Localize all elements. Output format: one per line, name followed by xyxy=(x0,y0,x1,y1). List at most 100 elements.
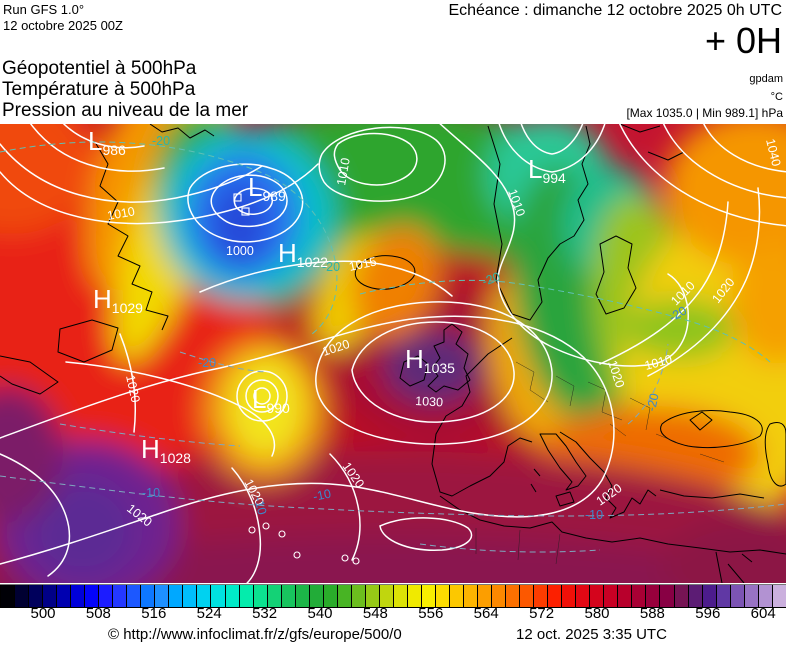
temp-label: -10 xyxy=(142,486,160,500)
colorbar-cell xyxy=(70,585,85,607)
temp-label: -20 xyxy=(198,356,216,370)
colorbar-cell xyxy=(673,585,688,607)
isobar-label: 1015 xyxy=(348,254,378,273)
colorbar-cell xyxy=(266,585,281,607)
isobar-label: 1010 xyxy=(106,204,136,223)
colorbar-ticks: 500 508 516 524 532 540 548 556 564 572 580 588 596 6… xyxy=(0,605,786,623)
generation-datetime: 12 oct. 2025 3:35 UTC xyxy=(516,626,667,643)
colorbar-tick: 580 xyxy=(584,605,610,622)
temp-label: -20 xyxy=(480,269,502,288)
colorbar-cell xyxy=(308,585,323,607)
param-pressure-title: Pression au niveau de la mer xyxy=(2,100,249,121)
temp-label: -10 xyxy=(251,495,269,516)
colorbar-cell xyxy=(631,585,646,607)
temp-label: -10 xyxy=(585,508,603,522)
colorbar-cell xyxy=(463,585,478,607)
colorbar-cell xyxy=(28,585,43,607)
colorbar-cell xyxy=(434,585,449,607)
colorbar-cell xyxy=(42,585,57,607)
colorbar-tick: 556 xyxy=(418,605,444,622)
colorbar-cell xyxy=(575,585,590,607)
colorbar-cell xyxy=(322,585,337,607)
map-canvas: 1010 1000 1015 1010 1010 1040 1010 1020 … xyxy=(0,124,786,583)
colorbar-cell xyxy=(743,585,758,607)
colorbar-cell xyxy=(477,585,492,607)
colorbar-cell xyxy=(533,585,548,607)
country-borders xyxy=(475,361,725,565)
colorbar-cell xyxy=(126,585,141,607)
colorbar-tick: 500 xyxy=(30,605,56,622)
colorbar-cell xyxy=(0,585,15,607)
colorbar-cell xyxy=(182,585,197,607)
colorbar-cell xyxy=(196,585,211,607)
colorbar-tick: 540 xyxy=(307,605,333,622)
coastlines xyxy=(0,124,786,583)
pressure-center-L989: L989 xyxy=(248,172,286,204)
temp-label: -20 xyxy=(644,392,661,413)
colorbar-tick: 564 xyxy=(473,605,499,622)
temp-label: -10 xyxy=(312,486,333,503)
colorbar-cell xyxy=(238,585,253,607)
colorbar-cell xyxy=(617,585,632,607)
pressure-center-L986: L986 xyxy=(88,126,126,158)
colorbar-cell xyxy=(701,585,716,607)
temp-label: -20 xyxy=(152,134,170,148)
colorbar-cell xyxy=(364,585,379,607)
colorbar-cell xyxy=(659,585,674,607)
pressure-center-H1022: H1022 xyxy=(278,238,328,270)
colorbar-tick: 516 xyxy=(141,605,167,622)
colorbar-cell xyxy=(56,585,71,607)
colorbar-cell xyxy=(14,585,29,607)
unit-gpdam-label: gpdam xyxy=(749,73,783,85)
colorbar-tick: 548 xyxy=(362,605,388,622)
isobar-label: 1030 xyxy=(415,394,444,409)
run-date-label: 12 octobre 2025 00Z xyxy=(3,18,123,33)
isobar-label: 1010 xyxy=(643,352,674,373)
colorbar-tick: 604 xyxy=(750,605,776,622)
param-temperature-title: Température à 500hPa xyxy=(2,79,196,100)
colorbar-cell xyxy=(112,585,127,607)
colorbar-cell xyxy=(378,585,393,607)
temperature-contours xyxy=(0,141,786,553)
temp-label: -20 xyxy=(322,260,340,274)
island-markers xyxy=(233,193,360,565)
colorbar-tick: 508 xyxy=(85,605,111,622)
echeance-label: Echéance : dimanche 12 octobre 2025 0h U… xyxy=(448,2,782,19)
pressure-center-markers: L986 L989 L994 H1022 H1029 L990 H1028 H1… xyxy=(88,126,566,466)
pressure-center-L990: L990 xyxy=(252,384,290,416)
isobars xyxy=(0,124,786,583)
colorbar-cell xyxy=(561,585,576,607)
colorbar-cell xyxy=(687,585,702,607)
isobar-label: 1040 xyxy=(763,137,783,167)
colorbar-cell xyxy=(420,585,435,607)
param-geopotential-title: Géopotentiel à 500hPa xyxy=(2,58,197,79)
colorbar-cells xyxy=(0,584,786,608)
colorbar-cell xyxy=(406,585,421,607)
colorbar-cell xyxy=(547,585,562,607)
forecast-step-label: + 0H xyxy=(704,20,782,61)
colorbar-cell xyxy=(294,585,309,607)
minmax-pressure-label: [Max 1035.0 | Min 989.1] hPa xyxy=(626,106,783,120)
colorbar-cell xyxy=(589,585,604,607)
colorbar-cell xyxy=(491,585,506,607)
colorbar-cell xyxy=(350,585,365,607)
colorbar-cell xyxy=(140,585,155,607)
isobar-label: 1010 xyxy=(334,157,353,187)
colorbar-tick: 524 xyxy=(196,605,222,622)
pressure-center-H1029: H1029 xyxy=(93,284,143,316)
colorbar-cell xyxy=(519,585,534,607)
isobar-label: 1000 xyxy=(226,244,254,258)
colorbar-tick: 532 xyxy=(252,605,278,622)
unit-celsius-label: °C xyxy=(770,91,783,103)
colorbar-tick: 588 xyxy=(639,605,665,622)
colorbar-cell xyxy=(210,585,225,607)
temperature-value-labels: -20 -20 -20 -20 -20 -10 -10 -10 -10 -20 xyxy=(142,134,689,522)
colorbar-cell xyxy=(757,585,772,607)
colorbar-cell xyxy=(98,585,113,607)
isobar-label: 1020 xyxy=(123,374,142,404)
colorbar-tick: 596 xyxy=(695,605,721,622)
colorbar-cell xyxy=(505,585,520,607)
colorbar-cell xyxy=(392,585,407,607)
pressure-center-H1035: H1035 xyxy=(405,344,455,376)
